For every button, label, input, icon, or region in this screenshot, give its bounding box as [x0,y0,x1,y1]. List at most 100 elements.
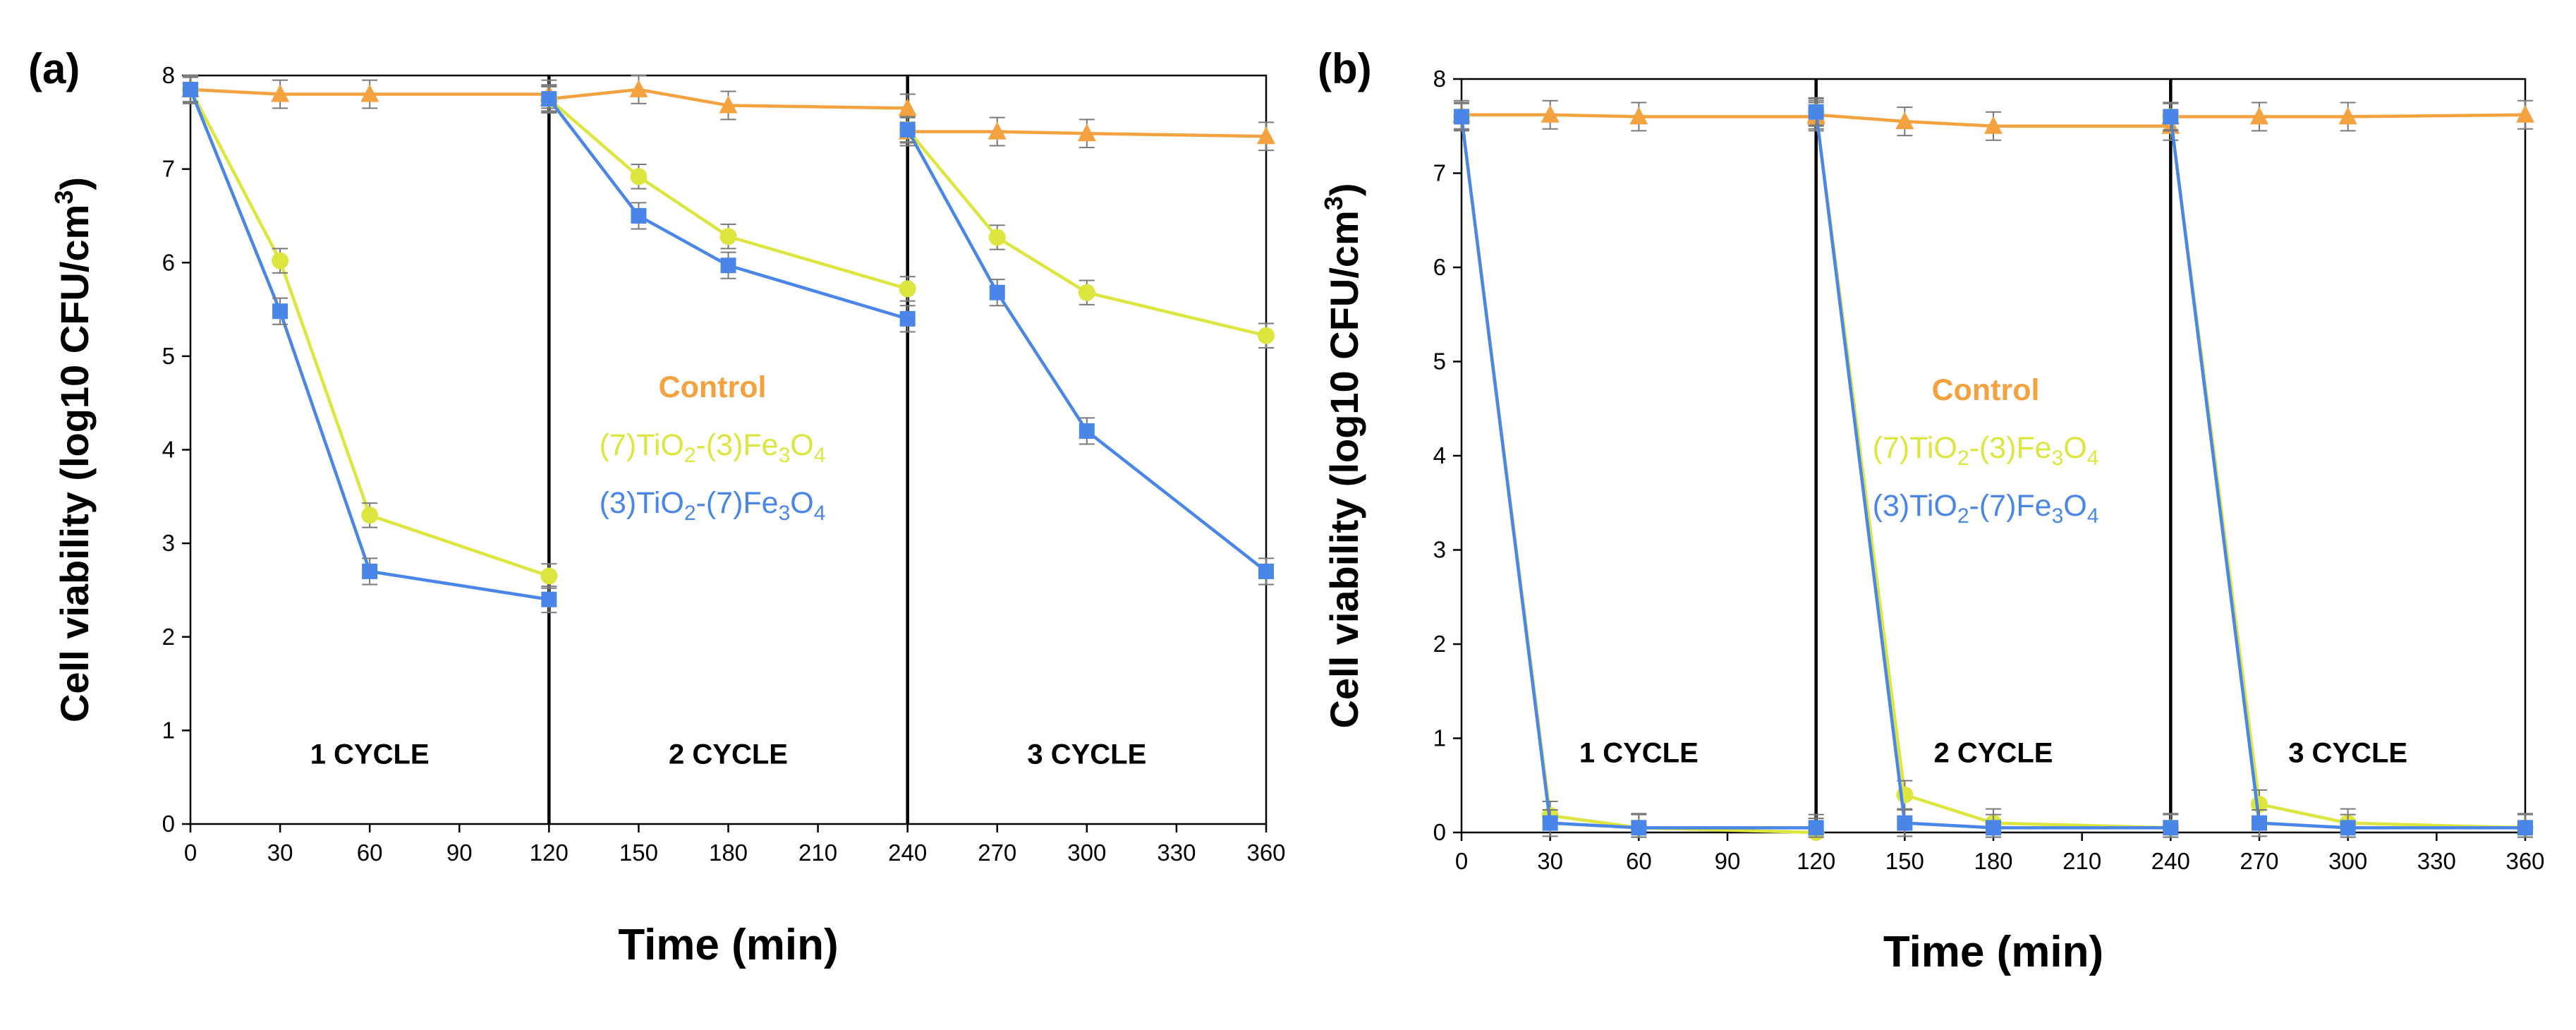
series-line [907,130,1267,138]
x-tick-label: 30 [1537,848,1563,874]
data-point-triangle [2516,104,2534,123]
data-point-triangle [2250,107,2268,125]
series-line [188,89,549,601]
data-point-circle [1258,327,1275,344]
series-series_3_7 [1454,98,2533,838]
y-tick-label: 8 [1433,66,1446,92]
data-point-circle [540,567,558,585]
data-point-square [2252,815,2267,831]
data-point-triangle [360,84,379,102]
series-line [906,128,1267,337]
series-line [2170,113,2526,119]
series-line [549,87,908,110]
data-point-square [2163,109,2179,125]
x-tick-label: 330 [2417,848,2456,874]
data-point-triangle [629,79,648,97]
series-line [906,128,1268,573]
data-point-square [1897,815,1913,831]
legend-entry-series_3_7: (3)TiO2-(7)Fe3O4 [1873,489,2099,528]
x-tick-label: 90 [446,840,473,866]
legend-subscript: 2 [1957,504,1969,528]
y-axis-label-close: ) [52,177,97,190]
data-point-circle [988,229,1006,246]
legend-text: Control [1932,373,2040,407]
series-line [1814,111,2171,830]
data-point-square [1631,820,1647,836]
series-line [1459,116,1816,835]
series-line [2169,116,2525,830]
series-control [181,75,1275,152]
legend-text: (3)TiO [1873,489,1957,523]
x-tick-label: 210 [798,840,837,866]
legend-text: -(7)Fe [696,486,779,520]
legend-text: (7)TiO [600,428,684,462]
data-point-triangle [1541,104,1560,123]
series-line [189,88,550,578]
x-axis-label: Time (min) [618,921,838,969]
x-tick-label: 210 [2062,848,2101,874]
series-line [2169,116,2526,830]
legend-text: Control [659,370,767,404]
series-line [1459,116,1816,830]
data-point-triangle [1077,123,1096,142]
data-point-circle [1078,284,1095,301]
legend-text: O [790,486,813,520]
x-tick-label: 150 [1885,848,1924,874]
data-point-circle [272,252,289,269]
x-tick-label: 90 [1715,848,1741,874]
data-point-square [720,258,736,274]
y-tick-label: 0 [1433,819,1446,845]
legend-text: (3)TiO [600,486,684,520]
x-tick-label: 60 [357,840,383,866]
series-line [1816,113,2171,128]
y-tick-label: 4 [1433,442,1446,468]
y-tick-label: 7 [162,156,175,182]
legend-subscript: 4 [814,502,826,525]
data-point-square [899,310,916,327]
cycle-label: 3 CYCLE [1027,739,1146,770]
series-line [547,97,909,320]
x-tick-label: 30 [267,840,293,866]
legend-entry-series_3_7: (3)TiO2-(7)Fe3O4 [600,486,826,525]
cycle-label: 2 CYCLE [669,739,788,770]
y-tick-label: 4 [162,437,175,463]
legend-text: O [2063,431,2086,465]
legend-subscript: 3 [2052,447,2064,470]
data-point-square [1542,815,1558,831]
cycle-label: 1 CYCLE [310,739,430,770]
data-point-square [272,303,288,320]
x-tick-label: 360 [2505,848,2544,874]
y-tick-label: 3 [162,530,175,556]
legend-text: -(3)Fe [1969,431,2052,465]
data-point-square [1808,820,1824,836]
data-point-triangle [1984,116,2003,134]
legend-subscript: 3 [779,444,791,467]
x-tick-label: 330 [1157,840,1196,866]
y-tick-label: 1 [162,717,175,743]
x-tick-label: 270 [2240,848,2278,874]
cycle-label: 1 CYCLE [1579,738,1699,769]
data-point-triangle [898,98,917,116]
legend-subscript: 3 [2052,504,2064,528]
data-point-square [989,284,1005,301]
panel-label: (a) [28,45,80,92]
series-line [1462,113,1816,119]
data-point-circle [630,168,648,186]
y-tick-label: 6 [1433,254,1446,280]
data-point-square [1808,104,1824,120]
x-tick-label: 300 [2328,848,2367,874]
x-tick-label: 300 [1067,840,1106,866]
y-tick-label: 2 [162,624,175,650]
legend-subscript: 3 [779,502,791,525]
legend-entry-series_7_3: (7)TiO2-(3)Fe3O4 [600,428,826,467]
legend-subscript: 4 [2087,504,2099,528]
data-point-triangle [988,121,1007,140]
data-point-circle [361,507,379,524]
legend-subscript: 2 [1957,447,1969,470]
data-point-square [631,207,647,224]
y-axis-label-superscript: 3 [1319,196,1348,210]
data-point-square [1258,563,1274,579]
data-point-square [541,91,557,107]
